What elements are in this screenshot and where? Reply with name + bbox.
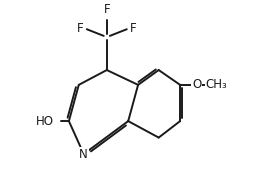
Text: O: O bbox=[192, 78, 201, 91]
Text: F: F bbox=[77, 22, 84, 35]
Text: F: F bbox=[130, 22, 136, 35]
Text: F: F bbox=[103, 4, 110, 16]
Text: N: N bbox=[79, 148, 88, 161]
Text: HO: HO bbox=[36, 115, 54, 128]
Text: CH₃: CH₃ bbox=[206, 78, 227, 91]
